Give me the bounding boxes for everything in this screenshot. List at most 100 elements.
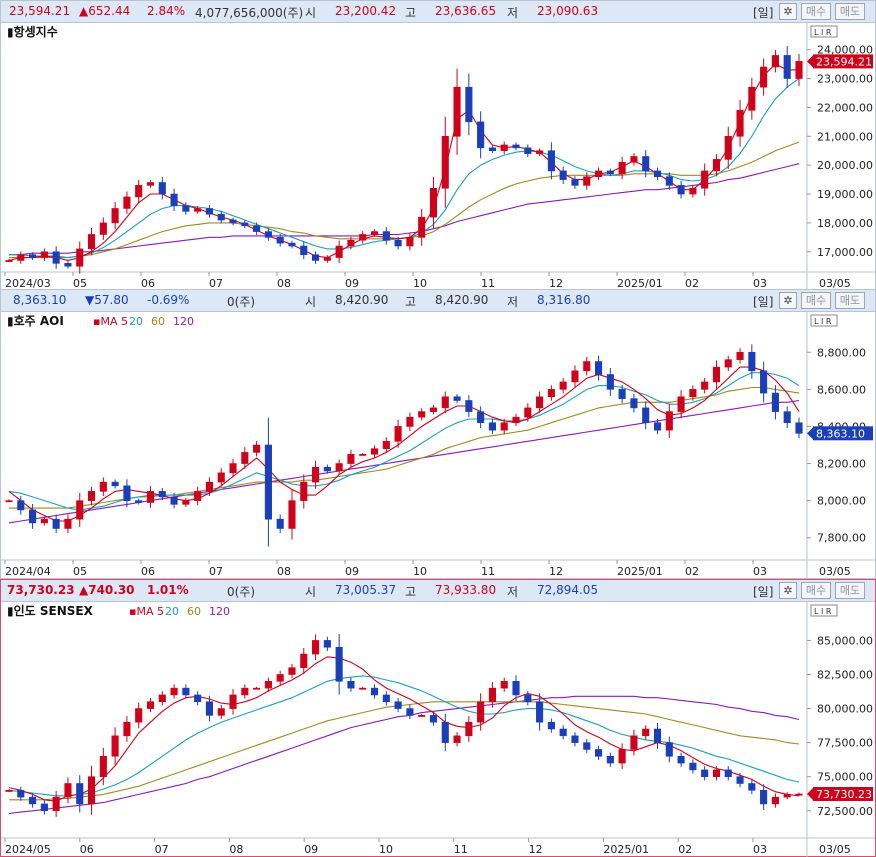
high-label: 고 — [405, 585, 417, 599]
candle-body — [158, 491, 166, 498]
buy-button[interactable]: 매수 — [801, 582, 831, 599]
gear-icon[interactable]: ✲ — [779, 3, 797, 20]
candle-body — [677, 396, 685, 412]
candle-body — [135, 185, 143, 198]
y-tick-label: 24,000.00 — [817, 44, 873, 57]
candle-body — [323, 640, 331, 648]
x-tick-label: 06 — [80, 843, 94, 856]
period-button[interactable]: [일] — [753, 585, 774, 599]
candle-body — [536, 150, 544, 154]
candle-body — [394, 426, 402, 442]
y-tick-label: 7,800.00 — [817, 532, 866, 545]
x-tick-label: 11 — [481, 565, 495, 578]
candle-body — [665, 411, 673, 431]
candle-body — [595, 749, 603, 757]
candle-body — [76, 783, 84, 805]
candle-body — [595, 361, 603, 375]
sell-button[interactable]: 매도 — [835, 3, 865, 20]
candle-body — [76, 248, 84, 267]
candle-body — [382, 694, 390, 703]
sell-button[interactable]: 매도 — [835, 292, 865, 309]
change-pct: -0.69% — [147, 293, 190, 307]
x-tick-label: 2025/01 — [617, 277, 663, 290]
x-tick-label: 07 — [209, 277, 223, 290]
candle-body — [276, 237, 284, 244]
lir-box — [810, 604, 838, 617]
candle-body — [512, 144, 520, 149]
candle-body — [335, 463, 343, 472]
candle-body — [241, 222, 249, 227]
buy-button[interactable]: 매수 — [801, 3, 831, 20]
volume-value: 4,077,656,000(주) — [195, 6, 304, 20]
candle-body — [158, 694, 166, 703]
candle-body — [701, 769, 709, 777]
candle-body — [724, 769, 732, 777]
candle-body — [241, 452, 249, 464]
aoi-chart: ▮호주 AOI ▪MA 5 20 60 120 L I R 7,800.00 8,000.00… — [1, 312, 875, 580]
candle-body — [500, 681, 508, 689]
sell-button[interactable]: 매도 — [835, 582, 865, 599]
y-tick-label: 80,000.00 — [817, 703, 873, 716]
chart-title: ▮항셍지수 — [7, 24, 58, 39]
x-tick-label: 03 — [753, 565, 767, 578]
ma-legend-item: ▪MA 5 — [129, 605, 164, 618]
candle-body — [429, 715, 438, 723]
candle-body — [276, 518, 284, 529]
corner-date-label: 03/05 — [819, 843, 851, 856]
buy-button[interactable]: 매수 — [801, 292, 831, 309]
lir-label: L I R — [814, 317, 832, 326]
gear-icon[interactable]: ✲ — [779, 292, 797, 309]
open-value: 73,005.37 — [335, 583, 397, 597]
candle-body — [312, 640, 320, 655]
candle-body — [712, 159, 721, 172]
candle-body — [547, 389, 555, 398]
candle-body — [771, 392, 779, 412]
candle-body — [536, 701, 544, 723]
candle-body — [760, 370, 768, 394]
y-tick-label: 77,500.00 — [817, 737, 873, 750]
x-tick-label: 10 — [413, 277, 427, 290]
candle-body — [477, 701, 485, 723]
period-button[interactable]: [일] — [753, 6, 774, 20]
price-value: 23,594.21 — [9, 4, 71, 18]
candle-body — [288, 242, 296, 247]
candle-body — [500, 144, 508, 152]
candle-body — [583, 742, 591, 750]
candle-body — [87, 234, 96, 250]
x-tick-label: 05 — [73, 277, 87, 290]
candle-body — [64, 783, 72, 798]
volume-value: 0(주) — [227, 585, 256, 599]
candle-body — [606, 170, 614, 175]
open-label: 시 — [305, 295, 317, 309]
candle-body — [736, 351, 744, 360]
period-button[interactable]: [일] — [753, 295, 774, 309]
candle-body — [335, 245, 343, 258]
candle-body — [630, 156, 638, 163]
candle-body — [217, 213, 225, 221]
x-tick-label: 06 — [141, 565, 155, 578]
candle-body — [99, 481, 107, 492]
candle-body — [29, 796, 37, 805]
y-tick-label: 72,500.00 — [817, 805, 873, 818]
x-tick-label: 11 — [481, 277, 495, 290]
candle-body — [488, 147, 496, 152]
candle-body — [559, 728, 567, 737]
x-tick-label: 2025/01 — [603, 843, 649, 856]
last-price-label: 23,594.21 — [816, 55, 872, 68]
candle-body — [701, 170, 709, 189]
lir-box — [810, 25, 838, 38]
gear-icon[interactable]: ✲ — [779, 582, 797, 599]
candle-body — [229, 219, 237, 224]
x-tick-label: 2024/04 — [5, 565, 51, 578]
low-label: 저 — [507, 295, 519, 309]
x-tick-label: 06 — [141, 277, 155, 290]
candle-body — [606, 755, 614, 764]
sensex-chart: ▮인도 SENSEX ▪MA 5 20 60 120 L I R 72,500.00 75,0… — [1, 602, 875, 857]
candle-body — [760, 790, 768, 805]
candle-body — [783, 411, 791, 424]
ma-legend-item: 60 — [187, 605, 201, 618]
lir-label: L I R — [814, 28, 832, 37]
candle-body — [748, 351, 756, 372]
aoi-info-bar: 8,363.10 ▼57.80 -0.69% 0(주) 시 8,420.90 고… — [1, 290, 875, 312]
ma-legend-item: 60 — [151, 315, 165, 328]
